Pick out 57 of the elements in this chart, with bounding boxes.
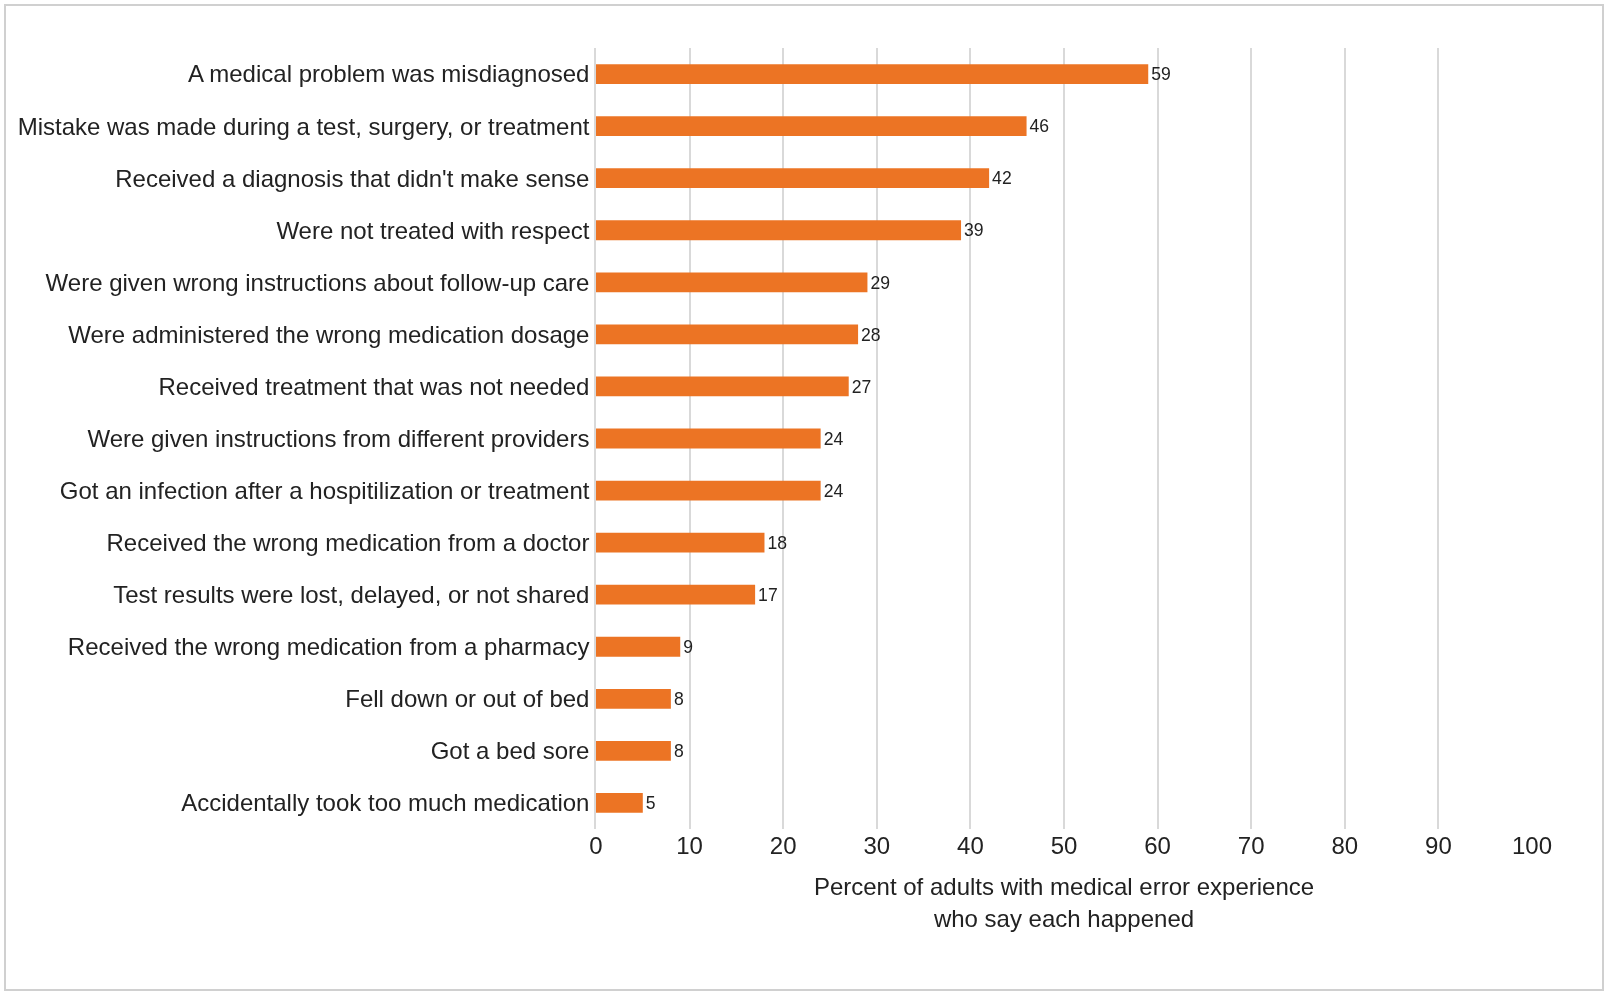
x-tick-label: 20	[769, 832, 797, 859]
bar	[596, 64, 1149, 84]
data-label: 29	[870, 272, 890, 293]
data-label: 9	[683, 637, 694, 657]
bar	[596, 584, 756, 605]
y-tick-label: Got an infection after a hospitilization or treatment	[59, 476, 590, 504]
data-label: 39	[964, 220, 984, 241]
data-label: 18	[767, 532, 788, 553]
y-tick-label: Received the wrong medication from a doctor	[106, 529, 590, 557]
x-axis-title: Percent of adults with medical error experience who say each happened	[813, 873, 1315, 932]
bar	[596, 793, 643, 813]
x-tick-label: 100	[1511, 832, 1553, 859]
data-label: 46	[1029, 116, 1050, 137]
y-tick-label: A medical problem was misdiagnosed	[187, 60, 590, 88]
x-tick-label: 0	[589, 832, 603, 859]
bar	[596, 220, 962, 241]
data-label: 42	[992, 168, 1012, 189]
data-label: 8	[673, 689, 684, 710]
bar	[596, 636, 681, 657]
x-tick-label: 60	[1144, 832, 1171, 859]
y-tick-label: Accidentally took too much medication	[181, 789, 590, 817]
x-tick-label: 70	[1237, 832, 1265, 859]
y-tick-label: Were given wrong instructions about follow-up care	[45, 268, 590, 296]
y-tick-label: Mistake was made during a test, surgery, or treatment	[17, 112, 590, 140]
y-tick-label: Received a diagnosis that didn't make sense	[115, 164, 590, 192]
bar	[596, 272, 868, 293]
y-tick-label: Received the wrong medication from a pharmacy	[67, 633, 590, 661]
x-tick-label: 50	[1050, 832, 1078, 859]
x-tick-label: 80	[1331, 832, 1359, 859]
y-tick-label: Were administered the wrong medication dosage	[68, 320, 590, 348]
y-tick-label: Were given instructions from different providers	[87, 424, 590, 452]
data-label: 8	[673, 741, 684, 762]
bar	[596, 324, 859, 345]
x-tick-label: 40	[957, 832, 984, 859]
bar	[596, 428, 821, 449]
y-tick-label: Received treatment that was not needed	[158, 372, 590, 400]
y-tick-label: Were not treated with respect	[276, 216, 590, 244]
data-label: 24	[823, 480, 844, 501]
bar	[596, 532, 765, 553]
y-tick-label: Test results were lost, delayed, or not shared	[113, 581, 590, 609]
data-label: 59	[1151, 64, 1171, 85]
y-tick-label: Fell down or out of bed	[345, 685, 590, 713]
x-tick-label: 10	[676, 832, 703, 859]
x-tick-label: 30	[863, 832, 891, 859]
x-tick-label: 90	[1425, 832, 1452, 859]
bar	[596, 116, 1027, 136]
data-label: 17	[758, 584, 778, 605]
y-tick-label: Got a bed sore	[430, 737, 590, 765]
data-label: 5	[645, 793, 656, 814]
data-label: 27	[851, 376, 872, 397]
data-label: 28	[861, 324, 881, 345]
bar	[596, 741, 671, 761]
data-label: 24	[823, 428, 844, 449]
bar	[596, 168, 990, 189]
bar	[596, 480, 821, 501]
bar	[596, 688, 671, 709]
bar	[596, 376, 849, 397]
